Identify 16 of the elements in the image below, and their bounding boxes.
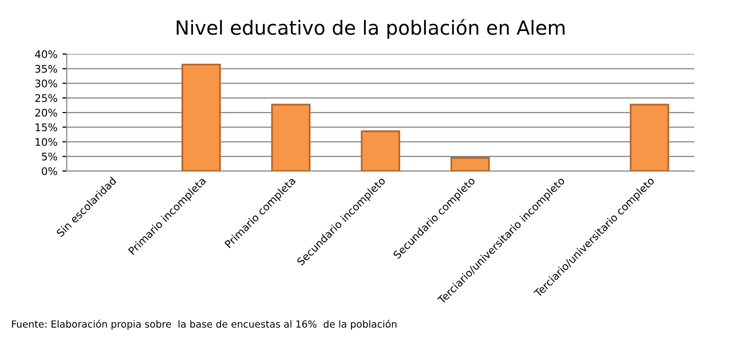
- chart-title: Nivel educativo de la población en Alem: [176, 19, 564, 39]
- bar: [450, 157, 490, 172]
- y-tick-label: 15%: [36, 123, 58, 132]
- y-tick-label: 10%: [36, 138, 58, 146]
- bar: [182, 64, 221, 172]
- source-note: Fuente: Elaboración propia sobre la base de encuestas al 16% de la población: [12, 320, 396, 330]
- y-tick-label: 5%: [42, 152, 58, 161]
- bar: [630, 104, 670, 172]
- y-tick-label: 0%: [42, 167, 58, 176]
- y-tick-label: 25%: [35, 94, 58, 102]
- y-tick-label: 35%: [35, 64, 58, 73]
- bar: [360, 130, 400, 172]
- y-tick-label: 30%: [35, 80, 58, 88]
- y-tick-label: 40%: [35, 50, 58, 58]
- y-tick-label: 20%: [35, 108, 58, 117]
- bar: [271, 104, 311, 172]
